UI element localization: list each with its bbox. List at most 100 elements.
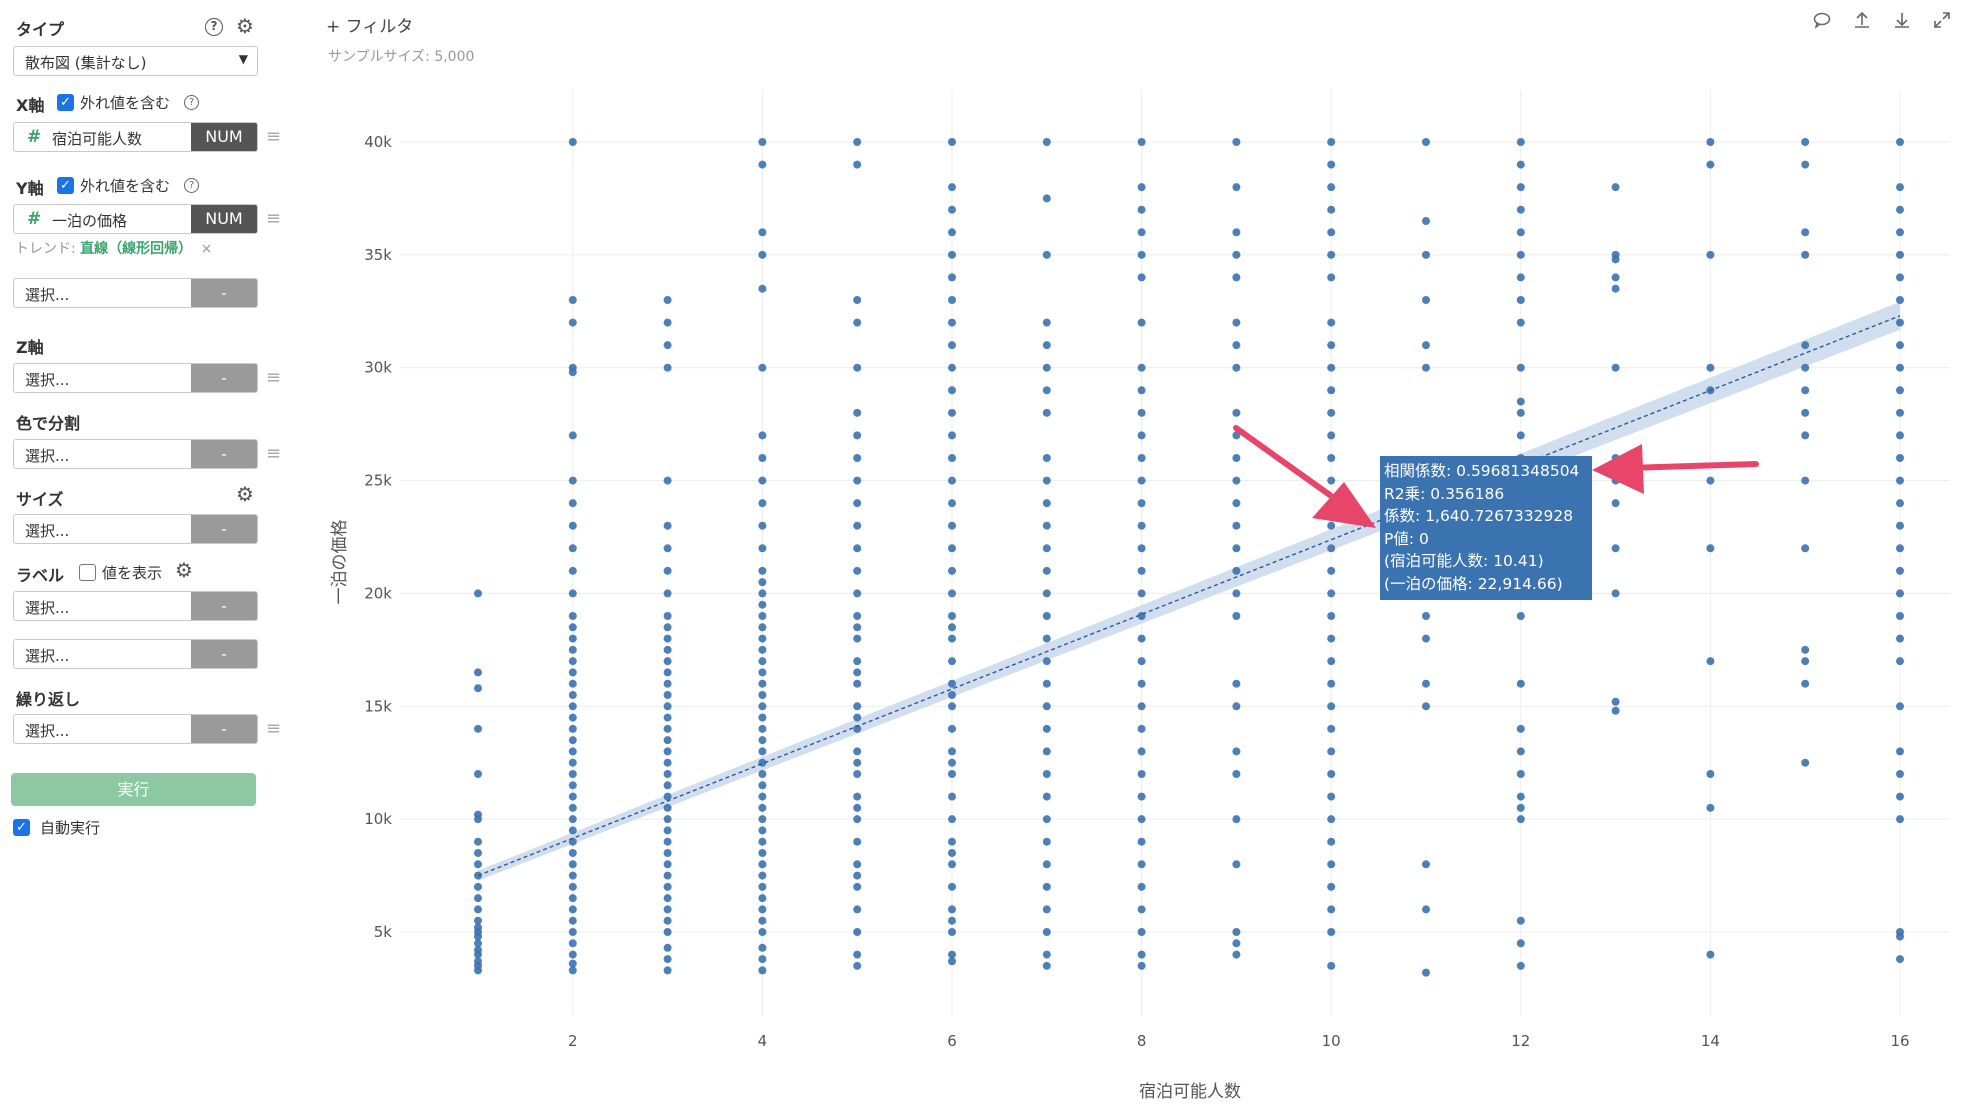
- data-point: [1516, 250, 1525, 259]
- label-select-1-button[interactable]: -: [191, 592, 257, 620]
- data-point: [853, 138, 862, 146]
- drag-handle-icon[interactable]: ≡: [266, 718, 282, 739]
- gear-icon[interactable]: ⚙: [236, 14, 254, 38]
- data-point: [1516, 363, 1525, 372]
- data-point: [1137, 228, 1146, 237]
- data-point: [663, 928, 672, 936]
- data-point: [568, 736, 577, 745]
- data-point: [1611, 284, 1620, 293]
- expand-icon[interactable]: [1932, 10, 1952, 35]
- y-axis-type-badge[interactable]: NUM: [191, 205, 257, 233]
- data-point: [758, 916, 767, 925]
- x-axis-field-name: 宿泊可能人数: [52, 130, 143, 148]
- download-icon[interactable]: [1892, 10, 1912, 35]
- y-axis-field[interactable]: # 一泊の価格 NUM: [13, 204, 258, 234]
- trend-line: [477, 315, 1901, 877]
- data-point: [663, 521, 672, 530]
- data-point: [1516, 228, 1525, 237]
- data-point: [1896, 250, 1904, 259]
- z-axis-select[interactable]: 選択... -: [13, 363, 258, 393]
- x-outlier-checkbox[interactable]: ✓: [57, 94, 74, 111]
- data-point: [1896, 702, 1904, 711]
- data-point: [568, 589, 577, 598]
- trend-band: [478, 301, 1900, 881]
- auto-run-checkbox[interactable]: ✓: [13, 819, 30, 836]
- repeat-button[interactable]: -: [191, 715, 257, 743]
- data-point: [1801, 363, 1810, 372]
- y-tick-label: 10k: [364, 810, 392, 828]
- data-point: [568, 499, 577, 508]
- drag-handle-icon[interactable]: ≡: [266, 126, 282, 147]
- data-point: [1042, 961, 1051, 970]
- data-point: [948, 837, 956, 846]
- filter-button[interactable]: + フィルタ: [326, 17, 414, 37]
- data-point: [1327, 634, 1336, 643]
- chart-type-select[interactable]: 散布図 (集計なし) ▼: [13, 46, 258, 76]
- data-point: [1232, 679, 1241, 688]
- data-point: [474, 882, 482, 891]
- data-point: [1327, 612, 1336, 620]
- data-point: [1327, 205, 1336, 214]
- x-tick-label: 14: [1701, 1032, 1720, 1050]
- tooltip-line: 係数: 1,640.7267332928: [1384, 507, 1574, 525]
- drag-handle-icon[interactable]: ≡: [266, 443, 282, 464]
- data-point: [1801, 250, 1810, 259]
- data-point: [1896, 770, 1904, 778]
- data-point: [1896, 408, 1904, 417]
- data-point: [853, 476, 862, 485]
- data-point: [1137, 589, 1146, 598]
- extra-select-button[interactable]: -: [191, 279, 257, 307]
- data-point: [758, 736, 767, 745]
- label-select-2-button[interactable]: -: [191, 640, 257, 668]
- drag-handle-icon[interactable]: ≡: [266, 367, 282, 388]
- data-point: [1611, 544, 1620, 553]
- y-outlier-checkbox[interactable]: ✓: [57, 177, 74, 194]
- comment-icon[interactable]: [1812, 10, 1832, 35]
- data-point: [1422, 860, 1430, 869]
- data-point: [663, 634, 672, 643]
- label-title: ラベル: [16, 566, 65, 585]
- data-point: [853, 318, 862, 327]
- help-icon[interactable]: ?: [184, 178, 199, 193]
- help-icon[interactable]: ?: [184, 95, 199, 110]
- help-icon[interactable]: ?: [205, 18, 223, 36]
- data-point: [1706, 950, 1715, 959]
- drag-handle-icon[interactable]: ≡: [266, 208, 282, 229]
- gear-icon[interactable]: ⚙: [175, 558, 193, 582]
- data-point: [1042, 341, 1051, 350]
- arrow-shaft: [1233, 425, 1351, 511]
- trend-value[interactable]: 直線（線形回帰）: [80, 241, 193, 257]
- data-point: [758, 792, 767, 801]
- data-point: [758, 702, 767, 711]
- data-point: [853, 296, 862, 304]
- data-point: [1516, 724, 1525, 733]
- data-point: [474, 810, 482, 819]
- data-point: [568, 318, 577, 327]
- z-axis-button[interactable]: -: [191, 364, 257, 392]
- label-select-1[interactable]: 選択... -: [13, 591, 258, 621]
- data-point: [1896, 634, 1904, 643]
- data-point: [663, 826, 672, 835]
- color-split-select[interactable]: 選択... -: [13, 439, 258, 469]
- x-axis-type-badge[interactable]: NUM: [191, 123, 257, 151]
- data-point: [1327, 160, 1336, 169]
- data-point: [948, 273, 956, 282]
- repeat-select[interactable]: 選択... -: [13, 714, 258, 744]
- x-axis-field[interactable]: # 宿泊可能人数 NUM: [13, 122, 258, 152]
- data-point: [948, 589, 956, 598]
- size-button[interactable]: -: [191, 515, 257, 543]
- extra-select[interactable]: 選択... -: [13, 278, 258, 308]
- upload-icon[interactable]: [1852, 10, 1872, 35]
- gear-icon[interactable]: ⚙: [236, 482, 254, 506]
- tooltip-line: (一泊の価格: 22,914.66): [1384, 574, 1563, 593]
- run-button[interactable]: 実行: [11, 773, 256, 806]
- trend-remove-icon[interactable]: ×: [200, 241, 213, 257]
- label-select-2[interactable]: 選択... -: [13, 639, 258, 669]
- size-select[interactable]: 選択... -: [13, 514, 258, 544]
- color-split-button[interactable]: -: [191, 440, 257, 468]
- data-point: [568, 645, 577, 654]
- data-point: [1611, 250, 1620, 259]
- data-point: [663, 758, 672, 767]
- show-values-checkbox[interactable]: [79, 564, 96, 581]
